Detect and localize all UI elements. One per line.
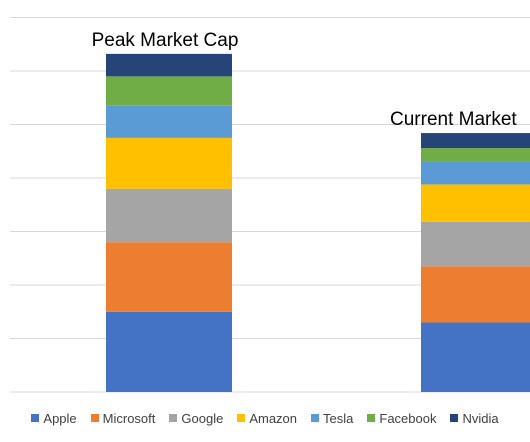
legend-label: Tesla (323, 410, 354, 426)
legend-swatch (237, 414, 246, 422)
legend-label: Facebook (379, 410, 437, 426)
legend-swatch (31, 414, 40, 422)
bar-segment-apple (106, 311, 232, 392)
bar-segment-apple (421, 322, 530, 392)
legend-label: Nvidia (462, 410, 499, 426)
legend-swatch (90, 414, 99, 422)
bar-segment-facebook (421, 148, 530, 162)
legend-swatch (169, 414, 178, 422)
legend-item-google: Google (169, 411, 223, 426)
bar-segment-tesla (106, 105, 232, 138)
bar-segment-facebook (106, 76, 232, 106)
bar-segment-nvidia (421, 133, 530, 149)
legend-label: Amazon (249, 410, 298, 426)
legend-item-facebook: Facebook (367, 411, 436, 426)
legend-item-nvidia: Nvidia (450, 410, 499, 426)
legend-swatch (450, 414, 459, 422)
legend-item-tesla: Tesla (311, 411, 353, 426)
legend-swatch (367, 414, 376, 422)
category-label: Current Market (390, 109, 517, 130)
bar-segment-tesla (421, 161, 530, 185)
bar-segment-google (421, 221, 530, 267)
bar-segment-nvidia (106, 53, 232, 77)
legend-label: Apple (43, 410, 77, 426)
category-label: Peak Market Cap (92, 30, 239, 51)
bar-segment-amazon (421, 184, 530, 222)
bar-segment-google (106, 188, 232, 243)
legend-item-apple: Apple (31, 410, 77, 426)
bar-segment-microsoft (421, 266, 530, 323)
chart-legend: Apple Microsoft Google Amazon Tesla Facebook N… (0, 408, 530, 428)
legend-item-microsoft: Microsoft (90, 410, 156, 426)
legend-swatch (311, 414, 320, 422)
bar-segment-amazon (106, 137, 232, 189)
legend-label: Google (181, 410, 224, 426)
legend-item-amazon: Amazon (237, 411, 297, 426)
legend-label: Microsoft (102, 410, 156, 426)
bar-segment-microsoft (106, 242, 232, 312)
